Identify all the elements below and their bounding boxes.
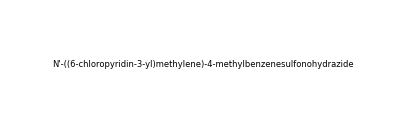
- Text: N'-((6-chloropyridin-3-yl)methylene)-4-methylbenzenesulfonohydrazide: N'-((6-chloropyridin-3-yl)methylene)-4-m…: [52, 60, 354, 69]
